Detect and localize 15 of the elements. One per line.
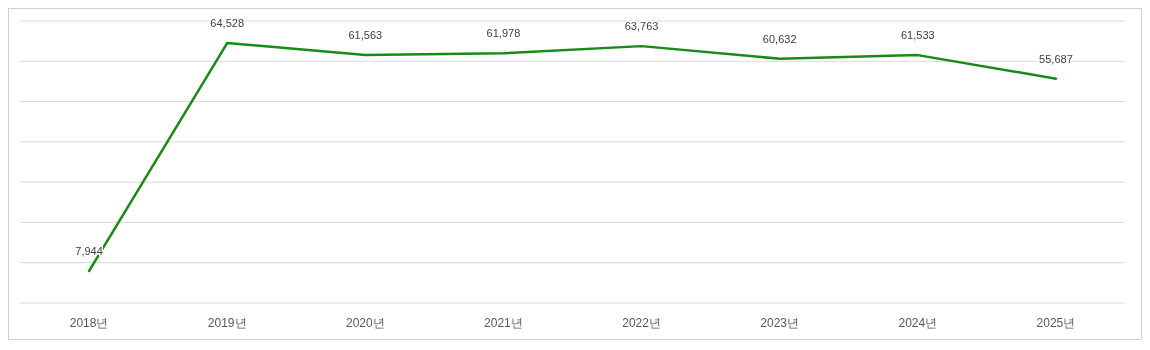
x-tick-label: 2019년	[207, 316, 247, 330]
data-label: 61,533	[900, 29, 935, 42]
data-label: 61,978	[486, 27, 521, 40]
x-tick-label: 2025년	[1036, 316, 1076, 330]
x-tick-label: 2020년	[345, 316, 385, 330]
x-tick-label: 2022년	[622, 316, 661, 330]
x-tick-label: 2023년	[760, 316, 800, 330]
data-label: 55,687	[1039, 52, 1073, 65]
x-tick-label: 2024년	[898, 316, 938, 330]
data-label: 60,632	[762, 32, 797, 45]
x-tick-label: 2018년	[69, 316, 109, 330]
x-tick-label: 2021년	[484, 316, 523, 330]
data-label: 64,528	[210, 17, 245, 30]
data-label: 63,763	[624, 20, 659, 33]
data-label: 61,563	[348, 28, 383, 41]
